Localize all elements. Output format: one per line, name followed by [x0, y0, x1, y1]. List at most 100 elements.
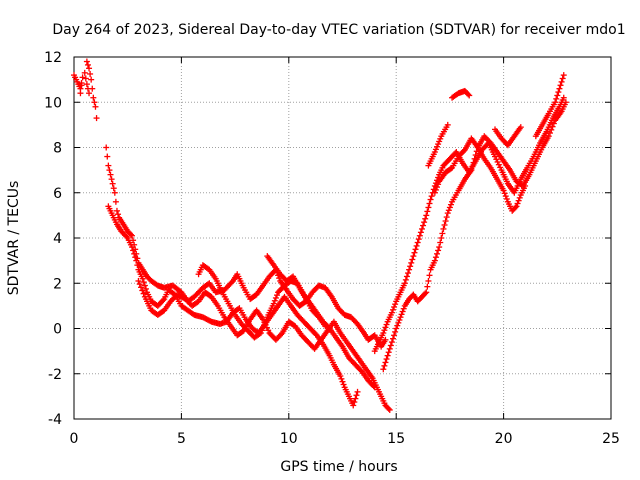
- data-point: [128, 244, 135, 251]
- data-point: [497, 164, 504, 171]
- data-point: [353, 392, 360, 399]
- data-point: [388, 309, 395, 316]
- data-point: [447, 165, 454, 172]
- y-tick-label: 12: [44, 50, 62, 66]
- data-point: [517, 124, 524, 131]
- x-tick-label: 0: [70, 431, 79, 447]
- data-point: [465, 91, 472, 98]
- data-point: [82, 75, 89, 82]
- data-point: [385, 349, 392, 356]
- data-point: [426, 200, 433, 207]
- data-point: [469, 163, 476, 170]
- data-point: [468, 167, 475, 174]
- data-point: [415, 236, 422, 243]
- x-tick-label: 15: [387, 431, 405, 447]
- data-point: [412, 246, 419, 253]
- data-point: [111, 189, 118, 196]
- data-point: [407, 263, 414, 270]
- data-point: [516, 194, 523, 201]
- data-point: [83, 81, 90, 88]
- data-point: [389, 335, 396, 342]
- y-tick-label: -2: [48, 367, 62, 383]
- data-point: [397, 314, 404, 321]
- data-point: [440, 225, 447, 232]
- data-point: [92, 103, 99, 110]
- data-point: [132, 254, 139, 261]
- data-point: [380, 330, 387, 337]
- data-point: [557, 82, 564, 89]
- y-tick-label: 4: [53, 231, 62, 247]
- data-point: [399, 308, 406, 315]
- data-point: [424, 208, 431, 215]
- data-point: [441, 221, 448, 228]
- data-point: [112, 198, 119, 205]
- data-point: [425, 277, 432, 284]
- x-axis-label: GPS time / hours: [280, 459, 397, 475]
- data-point: [400, 305, 407, 312]
- data-point: [385, 405, 392, 412]
- data-point: [391, 304, 398, 311]
- data-point: [135, 277, 142, 284]
- data-point: [438, 235, 445, 241]
- y-tick-label: 8: [53, 141, 62, 157]
- data-point: [393, 325, 400, 332]
- data-point: [418, 225, 425, 232]
- data-point: [382, 336, 389, 343]
- data-point: [411, 249, 418, 256]
- data-point: [417, 229, 424, 236]
- data-point: [423, 289, 430, 296]
- data-point: [388, 339, 395, 346]
- data-point: [339, 378, 346, 385]
- data-point: [414, 239, 421, 246]
- data-point: [431, 189, 438, 196]
- data-point: [559, 75, 566, 82]
- data-point: [128, 232, 135, 239]
- data-point: [83, 58, 90, 65]
- data-point: [550, 120, 557, 127]
- data-point: [471, 155, 478, 162]
- data-point: [106, 167, 113, 174]
- data-point: [492, 153, 499, 160]
- data-point: [562, 99, 569, 106]
- data-point: [546, 130, 553, 137]
- data-point: [432, 186, 439, 193]
- data-point: [403, 273, 410, 280]
- data-point: [427, 196, 434, 203]
- data-point: [394, 322, 401, 329]
- data-point: [86, 65, 93, 72]
- data-point: [352, 395, 359, 402]
- x-tick-label: 25: [602, 431, 620, 447]
- data-point: [495, 161, 502, 168]
- data-point: [423, 212, 430, 219]
- y-tick-label: 0: [53, 322, 62, 338]
- data-point: [380, 366, 387, 373]
- data-point: [382, 324, 389, 331]
- data-point: [435, 247, 442, 254]
- data-point: [392, 301, 399, 308]
- data-point: [88, 76, 95, 83]
- data-point: [139, 287, 146, 294]
- data-point: [265, 327, 272, 334]
- data-point: [113, 207, 120, 214]
- data-point: [133, 257, 140, 264]
- data-point: [548, 126, 555, 133]
- data-point: [472, 152, 479, 159]
- data-point: [395, 319, 402, 326]
- data-point: [555, 89, 562, 96]
- data-point: [436, 244, 443, 251]
- data-point: [384, 352, 391, 359]
- data-point: [139, 275, 146, 282]
- data-point: [426, 272, 433, 279]
- data-point: [515, 197, 522, 204]
- data-point: [91, 99, 98, 106]
- data-point: [84, 61, 91, 68]
- data-point: [131, 250, 138, 257]
- data-point: [401, 280, 408, 287]
- y-axis-label: SDTVAR / TECUs: [6, 181, 22, 296]
- data-point: [81, 69, 88, 76]
- data-point: [428, 193, 435, 200]
- data-point: [383, 356, 390, 363]
- data-point: [552, 99, 559, 106]
- data-point: [103, 144, 110, 151]
